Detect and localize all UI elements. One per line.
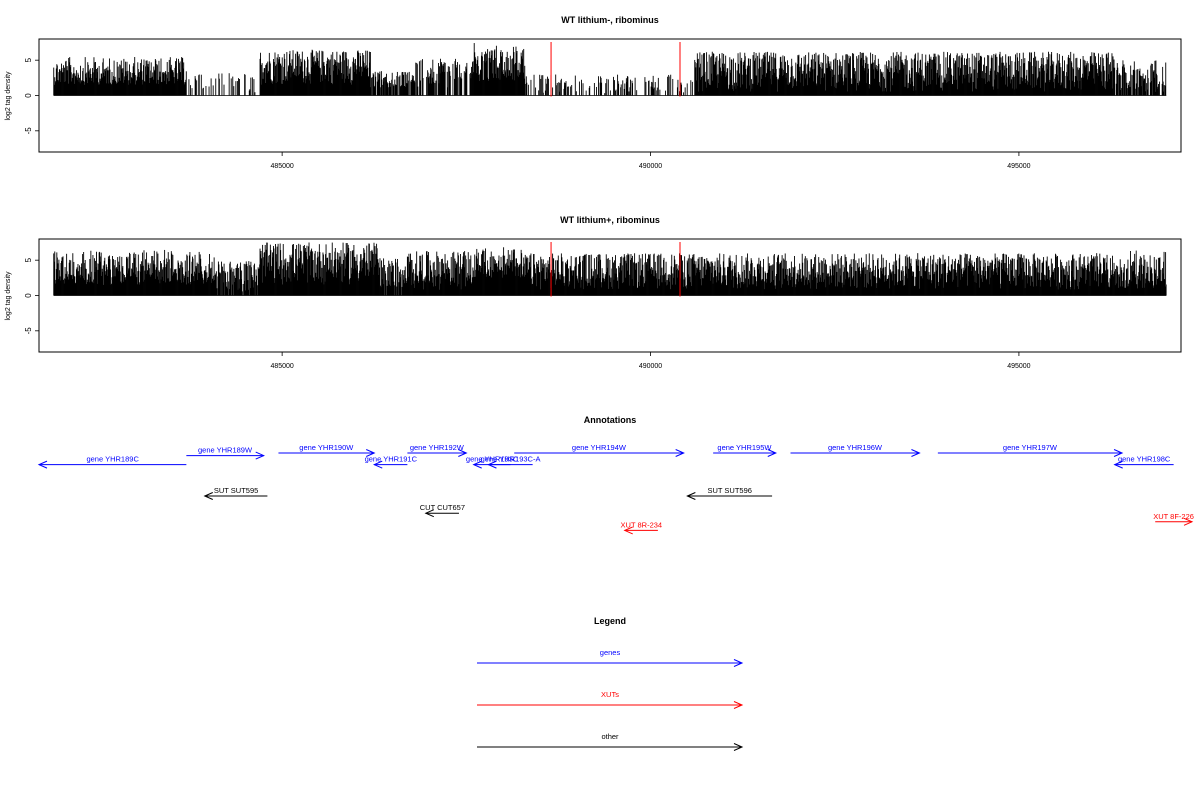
- x-axis: 485000 490000 495000: [270, 352, 1031, 370]
- feature-label: XUT 8R-234: [621, 520, 663, 529]
- feature-label: gene YHR193C-A: [481, 455, 541, 464]
- annotation-feature: gene YHR195W: [713, 443, 778, 457]
- annotation-feature: gene YHR194W: [514, 443, 685, 457]
- feature-label: SUT SUT595: [214, 486, 258, 495]
- feature-arrow-head: [255, 451, 265, 460]
- feature-arrow-head: [203, 492, 213, 500]
- annotation-feature: gene YHR192W: [407, 443, 468, 457]
- feature-label: gene YHR194W: [572, 443, 627, 452]
- y-tick-label: -5: [24, 327, 33, 335]
- feature-label: gene YHR198C: [1118, 455, 1171, 464]
- feature-label: gene YHR195W: [717, 443, 772, 452]
- feature-arrow-head: [686, 492, 696, 500]
- y-axis-label: log2 tag density: [5, 71, 12, 121]
- annotation-feature: gene YHR189C: [37, 455, 187, 469]
- reference-lines: [550, 242, 681, 297]
- x-tick-label: 490000: [639, 363, 662, 370]
- x-tick-label: 490000: [639, 163, 662, 170]
- feature-label: gene YHR191C: [365, 455, 418, 464]
- legend-label: other: [601, 732, 619, 741]
- feature-arrow-head: [623, 526, 633, 535]
- y-axis-label: log2 tag density: [5, 271, 12, 321]
- feature-arrow-head: [675, 449, 685, 457]
- feature-arrow-head: [372, 460, 383, 469]
- x-tick-label: 485000: [270, 163, 293, 170]
- x-tick-label: 495000: [1007, 163, 1030, 170]
- annotation-feature: gene YHR189W: [186, 446, 265, 460]
- panel-title: WT lithium+, ribominus: [560, 215, 660, 225]
- feature-label: gene YHR196W: [828, 443, 883, 452]
- annotation-feature: SUT SUT595: [203, 486, 268, 500]
- legend-arrow-head: [733, 743, 744, 751]
- y-tick-label: 5: [24, 57, 33, 62]
- legend: Legend genes XUTs other: [477, 616, 744, 751]
- y-tick-label: 5: [24, 257, 33, 262]
- feature-label: gene YHR189C: [86, 455, 139, 464]
- annotation-feature: gene YHR198C: [1113, 455, 1174, 469]
- y-axis: -5 0 5: [24, 57, 39, 134]
- feature-label: gene YHR197W: [1003, 443, 1058, 452]
- annotation-items: gene YHR189C gene YHR189W gene YHR190W gene…: [37, 443, 1194, 535]
- x-tick-label: 485000: [270, 363, 293, 370]
- feature-arrow-head: [911, 449, 921, 457]
- panel-lithium-plus: WT lithium+, ribominus log2 tag density …: [5, 215, 1182, 370]
- legend-title: Legend: [594, 616, 626, 626]
- panel-title: WT lithium-, ribominus: [561, 15, 659, 25]
- annotation-feature: gene YHR197W: [937, 443, 1124, 457]
- bar-series: [53, 242, 1167, 296]
- panel-lithium-minus: WT lithium-, ribominus log2 tag density …: [5, 15, 1182, 170]
- legend-arrow-head: [733, 659, 744, 667]
- reference-lines: [550, 42, 681, 97]
- feature-label: SUT SUT596: [707, 486, 751, 495]
- annotation-feature: gene YHR193C-A: [481, 455, 541, 469]
- y-tick-label: 0: [24, 93, 33, 98]
- feature-arrow-head: [366, 449, 376, 457]
- feature-arrow-head: [767, 449, 778, 457]
- feature-label: XUT 8F-226: [1153, 512, 1194, 521]
- feature-label: CUT CUT657: [420, 503, 465, 512]
- annotations-title: Annotations: [584, 415, 637, 425]
- y-axis: -5 0 5: [24, 257, 39, 334]
- legend-items: genes XUTs other: [477, 648, 744, 751]
- feature-arrow-head: [424, 509, 435, 518]
- feature-label: gene YHR192W: [410, 443, 465, 452]
- feature-label: gene YHR193C: [466, 455, 519, 464]
- legend-entry: XUTs: [477, 690, 744, 709]
- legend-entry: genes: [477, 648, 744, 667]
- annotation-feature: SUT SUT596: [686, 486, 773, 500]
- feature-arrow-head: [472, 460, 482, 469]
- feature-arrow-head: [1113, 449, 1124, 457]
- x-tick-label: 495000: [1007, 363, 1030, 370]
- feature-arrow-head: [37, 460, 48, 469]
- feature-arrow-head: [1183, 517, 1194, 526]
- annotation-feature: XUT 8F-226: [1153, 512, 1194, 526]
- feature-arrow-head: [1113, 460, 1123, 469]
- annotation-feature: gene YHR196W: [790, 443, 921, 457]
- feature-label: gene YHR189W: [198, 446, 253, 455]
- annotation-feature: CUT CUT657: [420, 503, 465, 518]
- annotation-feature: XUT 8R-234: [621, 520, 663, 535]
- feature-arrow-head: [458, 449, 468, 457]
- legend-label: XUTs: [601, 690, 619, 699]
- legend-arrow-head: [733, 701, 744, 709]
- legend-entry: other: [477, 732, 744, 751]
- legend-label: genes: [600, 648, 621, 657]
- annotation-feature: gene YHR191C: [365, 455, 418, 469]
- feature-arrow-head: [487, 460, 497, 469]
- y-tick-label: 0: [24, 293, 33, 298]
- annotation-feature: gene YHR190W: [278, 443, 376, 457]
- feature-label: gene YHR190W: [299, 443, 354, 452]
- y-tick-label: -5: [24, 127, 33, 135]
- x-axis: 485000 490000 495000: [270, 152, 1031, 170]
- bar-series: [53, 43, 1167, 96]
